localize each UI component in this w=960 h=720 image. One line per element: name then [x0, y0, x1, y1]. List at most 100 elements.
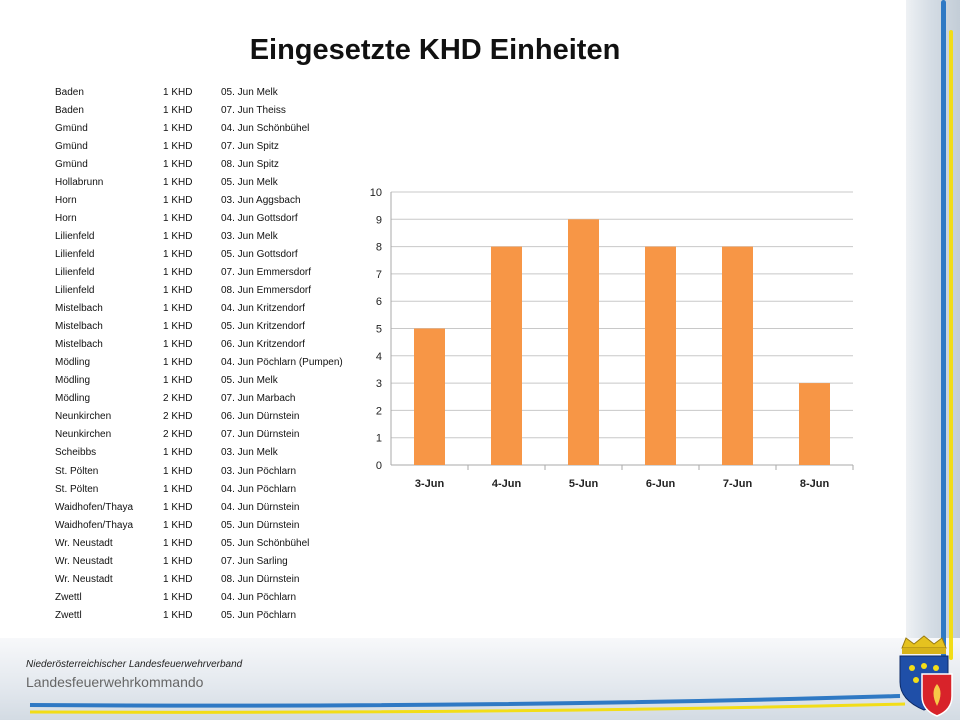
district-cell: Horn	[55, 194, 77, 206]
units-cell: 1 KHD	[163, 122, 193, 134]
units-cell: 1 KHD	[163, 104, 193, 116]
date-location-cell: 05. Jun Dürnstein	[221, 519, 300, 531]
x-tick-label: 5-Jun	[569, 478, 599, 490]
district-cell: Gmünd	[55, 122, 88, 134]
units-cell: 1 KHD	[163, 158, 193, 170]
district-cell: Wr. Neustadt	[55, 537, 113, 549]
units-cell: 1 KHD	[163, 212, 193, 224]
table-row: Mistelbach 1 KHD 05. Jun Kritzendorf	[55, 318, 371, 336]
units-cell: 1 KHD	[163, 140, 193, 152]
table-row: St. Pölten 1 KHD 04. Jun Pöchlarn	[55, 480, 371, 498]
table-row: Mödling 1 KHD 04. Jun Pöchlarn (Pumpen)	[55, 354, 371, 372]
district-cell: Wr. Neustadt	[55, 573, 113, 585]
page-title: Eingesetzte KHD Einheiten	[249, 34, 621, 66]
bar	[568, 219, 599, 465]
table-row: Lilienfeld 1 KHD 05. Jun Gottsdorf	[55, 245, 371, 263]
bar	[491, 246, 522, 465]
y-tick-label: 9	[376, 214, 382, 226]
date-location-cell: 03. Jun Aggsbach	[221, 194, 301, 206]
date-location-cell: 05. Jun Gottsdorf	[221, 248, 298, 260]
right-blue-stripe	[941, 0, 946, 660]
units-cell: 1 KHD	[163, 176, 193, 188]
district-cell: Waidhofen/Thaya	[55, 519, 134, 531]
y-tick-label: 5	[376, 324, 382, 336]
table-row: Neunkirchen 2 KHD 07. Jun Dürnstein	[55, 426, 371, 444]
district-cell: Mödling	[55, 375, 91, 387]
table-row: Zwettl 1 KHD 04. Jun Pöchlarn	[55, 588, 371, 606]
units-cell: 1 KHD	[163, 230, 193, 242]
date-location-cell: 07. Jun Spitz	[221, 140, 279, 152]
date-location-cell: 04. Jun Pöchlarn (Pumpen)	[221, 357, 343, 369]
table-row: Gmünd 1 KHD 04. Jun Schönbühel	[55, 119, 371, 137]
table-row: Gmünd 1 KHD 07. Jun Spitz	[55, 137, 371, 155]
bar-chart: 0 1 2 3 4 5 6 7 8 9 10 3-Jun 4-Jun 5-Jun 6-Jun 7-Jun 8-J…	[370, 187, 854, 490]
date-location-cell: 05. Jun Pöchlarn	[221, 609, 297, 621]
units-cell: 1 KHD	[163, 519, 193, 531]
table-row: Zwettl 1 KHD 05. Jun Pöchlarn	[55, 606, 371, 624]
table-row: Wr. Neustadt 1 KHD 05. Jun Schönbühel	[55, 534, 371, 552]
district-cell: Baden	[55, 104, 84, 116]
date-location-cell: 03. Jun Melk	[221, 447, 278, 459]
y-tick-label: 1	[376, 433, 382, 445]
table-row: Horn 1 KHD 03. Jun Aggsbach	[55, 191, 371, 209]
y-tick-label: 4	[376, 351, 382, 363]
district-cell: Gmünd	[55, 140, 88, 152]
date-location-cell: 05. Jun Kritzendorf	[221, 321, 305, 333]
date-location-cell: 04. Jun Pöchlarn	[221, 483, 297, 495]
table-row: Wr. Neustadt 1 KHD 07. Jun Sarling	[55, 552, 371, 570]
district-cell: Lilienfeld	[55, 248, 95, 260]
table-row: Scheibbs 1 KHD 03. Jun Melk	[55, 444, 371, 462]
date-location-cell: 07. Jun Theiss	[221, 104, 286, 116]
units-cell: 1 KHD	[163, 591, 193, 603]
date-location-cell: 08. Jun Emmersdorf	[221, 285, 312, 297]
table-row: Lilienfeld 1 KHD 07. Jun Emmersdorf	[55, 263, 371, 281]
table-row: Horn 1 KHD 04. Jun Gottsdorf	[55, 209, 371, 227]
district-cell: Lilienfeld	[55, 285, 95, 297]
units-cell: 1 KHD	[163, 86, 193, 98]
table-row: Lilienfeld 1 KHD 08. Jun Emmersdorf	[55, 282, 371, 300]
bar	[414, 328, 445, 465]
table-row: Baden 1 KHD 05. Jun Melk	[55, 83, 371, 101]
district-cell: Mistelbach	[55, 303, 103, 315]
units-cell: 2 KHD	[163, 429, 193, 441]
date-location-cell: 08. Jun Spitz	[221, 158, 279, 170]
date-location-cell: 05. Jun Schönbühel	[221, 537, 310, 549]
date-location-cell: 04. Jun Gottsdorf	[221, 212, 298, 224]
units-cell: 1 KHD	[163, 285, 193, 297]
x-tick-label: 4-Jun	[492, 478, 522, 490]
date-location-cell: 05. Jun Melk	[221, 375, 278, 387]
table-row: St. Pölten 1 KHD 03. Jun Pöchlarn	[55, 462, 371, 480]
units-cell: 1 KHD	[163, 375, 193, 387]
district-cell: Gmünd	[55, 158, 88, 170]
table-row: Hollabrunn 1 KHD 05. Jun Melk	[55, 173, 371, 191]
x-tick-label: 3-Jun	[415, 478, 445, 490]
units-cell: 1 KHD	[163, 465, 193, 477]
footer-command: Landesfeuerwehrkommando	[26, 674, 204, 690]
units-cell: 1 KHD	[163, 266, 193, 278]
date-location-cell: 04. Jun Schönbühel	[221, 122, 310, 134]
units-cell: 1 KHD	[163, 501, 193, 513]
right-yellow-stripe	[949, 30, 953, 660]
units-cell: 1 KHD	[163, 609, 193, 621]
district-cell: Zwettl	[55, 609, 82, 621]
district-cell: Mödling	[55, 393, 91, 405]
units-table: Baden 1 KHD 05. Jun Melk Baden 1 KHD 07. Jun …	[55, 83, 371, 624]
bar	[722, 246, 753, 465]
y-tick-label: 0	[376, 460, 382, 472]
date-location-cell: 05. Jun Melk	[221, 176, 278, 188]
units-cell: 1 KHD	[163, 537, 193, 549]
table-row: Waidhofen/Thaya 1 KHD 05. Jun Dürnstein	[55, 516, 371, 534]
table-row: Mistelbach 1 KHD 04. Jun Kritzendorf	[55, 300, 371, 318]
coat-of-arms-logo	[899, 635, 953, 717]
date-location-cell: 04. Jun Kritzendorf	[221, 303, 305, 315]
table-row: Neunkirchen 2 KHD 06. Jun Dürnstein	[55, 408, 371, 426]
district-cell: Wr. Neustadt	[55, 555, 113, 567]
x-tick-label: 7-Jun	[723, 478, 753, 490]
y-tick-label: 7	[376, 269, 382, 281]
x-tick-label: 8-Jun	[800, 478, 830, 490]
date-location-cell: 08. Jun Dürnstein	[221, 573, 300, 585]
bar	[799, 383, 830, 465]
table-row: Baden 1 KHD 07. Jun Theiss	[55, 101, 371, 119]
units-cell: 1 KHD	[163, 555, 193, 567]
units-cell: 1 KHD	[163, 194, 193, 206]
